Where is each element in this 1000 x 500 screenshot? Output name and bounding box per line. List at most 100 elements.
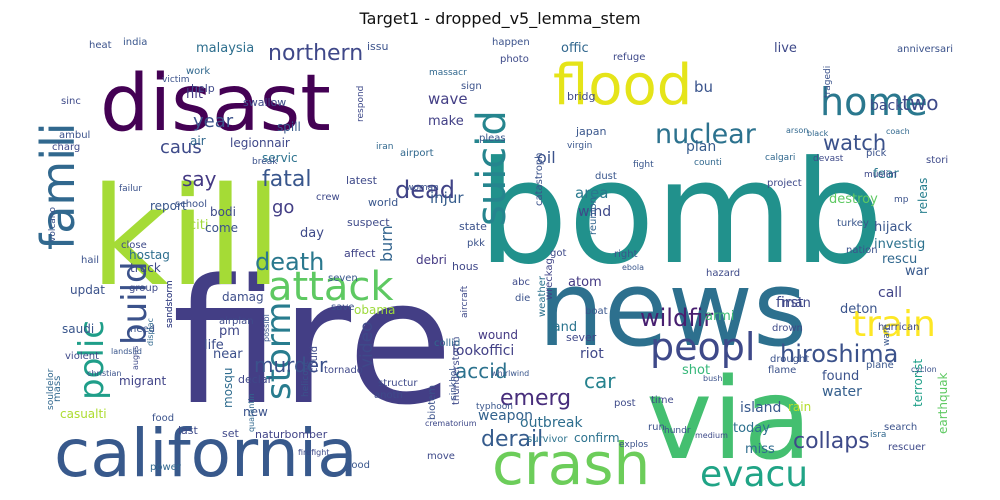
chart-title: Target1 - dropped_v5_lemma_stem [359,9,641,28]
word-turkey: turkey [837,218,869,229]
word-post: post [614,398,636,409]
word-landslid: landslid [111,347,142,356]
word-sandstorm: sandstorm [165,280,175,328]
word-firefight: firefight [298,448,329,457]
word-medium: medium [695,431,728,440]
word-polic: polic [72,320,112,400]
word-releas: releas [916,178,930,214]
word-heat: heat [89,40,112,51]
word-iran: iran [376,142,393,152]
word-abc: abc [512,277,530,288]
word-california: california [54,415,358,492]
word-souldelor: souldelor [46,368,56,410]
word-two: two [902,91,938,115]
word-mp: mp [894,195,909,205]
word-earthquak: earthquak [936,372,950,434]
word-whirlwind: whirlwind [491,369,529,378]
word-saudi: saudi [62,322,94,336]
word-sever: sever [566,331,597,344]
word-hiroshima: hiroshima [780,340,898,368]
word-hail: hail [81,255,99,266]
word-world: world [368,196,398,209]
word-crash: crash [492,430,650,498]
word-die: die [515,293,530,304]
word-counti: counti [694,158,722,168]
word-massacr: massacr [429,68,467,78]
word-group: group [129,283,158,294]
word-flood: flood [553,53,692,118]
word-live: live [774,41,797,56]
word-shot: shot [682,363,710,378]
word-help: help [191,82,215,95]
word-pkk: pkk [467,238,485,249]
word-year: year [193,111,234,132]
word-investig: investig [874,237,925,252]
word-atom: atom [568,275,602,290]
word-explos: explos [619,440,648,450]
word-thunderstorm: thunderstorm [451,337,462,405]
word-work: work [186,66,210,77]
word-life: life [204,338,224,353]
word-fear: fear [873,167,900,182]
word-deton: deton [840,302,878,317]
word-malaysia: malaysia [196,41,254,56]
word-project: project [767,178,802,189]
word-nuclear: nuclear [655,119,757,150]
word-could: could [309,346,320,373]
word-burn: burn [377,225,396,262]
word-ebola: ebola [622,263,644,272]
word-state: state [459,220,487,233]
word-servic: servic [262,151,298,165]
word-death: death [255,248,324,276]
word-tragedi: tragedi [823,66,833,98]
word-go: go [272,197,294,218]
word-move: move [427,451,455,462]
word-come: come [205,221,238,235]
word-warn: warn [882,324,892,346]
word-right: right [614,249,638,260]
word-home: home [820,80,928,124]
word-helicopt: helicopt [301,361,311,397]
word-bush: bush [703,374,722,383]
word-area: area [575,184,608,202]
word-hous: hous [452,260,479,273]
word-collaps: collaps [793,429,870,454]
word-terrorist: terrorist [911,359,925,407]
word-oil: oil [537,148,556,167]
word-pm: pm [219,324,240,339]
word-sinkhol: sinkhol [449,368,459,400]
word-bodi: bodi [210,205,236,219]
word-accid: accid [455,359,508,383]
word-victim: victim [162,75,190,85]
word-rescuer: rescuer [888,442,926,453]
word-possibl: possibl [262,314,271,342]
word-lookoffici: lookoffici [452,343,514,359]
word-outbreak: outbreak [520,415,583,431]
word-collid: collid [434,338,460,349]
word-man: man [782,296,811,311]
word-caus: caus [160,137,202,158]
word-rescu: rescu [882,252,917,267]
word-pick: pick [866,148,887,159]
word-search: search [884,422,917,433]
word-run: run [648,422,665,433]
word-swallow: swallow [243,96,286,109]
word-drought: drought [770,354,809,365]
word-destroy: destroy [829,192,878,207]
word-muslim: muslim [864,170,897,180]
word-fight: fight [633,160,654,170]
word-debri: debri [416,253,447,267]
word-attack: attack [268,264,394,310]
word-legionnair: legionnair [230,136,290,150]
word-casualti: casualti [60,407,107,421]
word-devast: devast [813,154,844,164]
word-say: say [182,167,217,191]
word-armi: armi [705,309,734,324]
word-famili: famili [31,122,85,250]
word-structur: structur [378,378,418,389]
word-new: new [243,405,268,419]
word-cyclon: cyclon [911,365,937,374]
word-anniversari: anniversari [897,44,953,55]
word-photo: photo [500,54,529,65]
